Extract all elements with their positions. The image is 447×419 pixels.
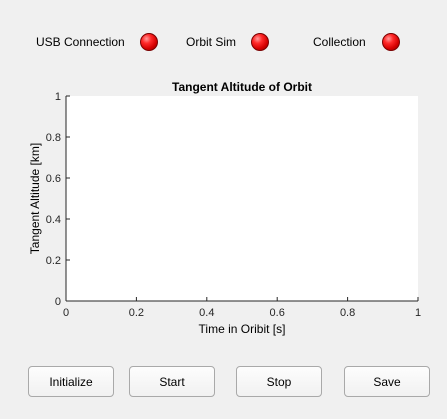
orbit-sim-label: Orbit Sim [186,35,236,49]
x-tick-label: 0.4 [199,307,214,319]
orbit-sim-lamp-icon [251,33,269,51]
x-tick-label: 0.6 [270,307,285,319]
start-button[interactable]: Start [129,366,215,397]
x-tick-label: 0.8 [340,307,355,319]
usb-connection-label: USB Connection [36,35,125,49]
collection-label: Collection [313,35,366,49]
y-tick-label: 0.8 [46,132,61,144]
x-tick-label: 0.2 [129,307,144,319]
tangent-altitude-chart: Tangent Altitude of Orbit 0 0.2 0.4 0.6 0.8 1… [0,75,447,345]
usb-connection-lamp-icon [140,33,158,51]
y-tick-label: 0.2 [46,255,61,267]
save-button[interactable]: Save [344,366,430,397]
plot-area [66,96,418,301]
x-axis-label: Time in Oribit [s] [199,322,286,336]
chart-title: Tangent Altitude of Orbit [172,80,312,94]
status-indicators: USB Connection Orbit Sim Collection [0,0,447,80]
stop-button[interactable]: Stop [236,366,322,397]
y-axis-label: Tangent Altitude [km] [28,143,42,254]
initialize-button[interactable]: Initialize [28,366,114,397]
y-tick-label: 0 [55,296,61,308]
y-tick-label: 0.4 [46,214,61,226]
collection-lamp-icon [382,33,400,51]
x-tick-label: 0 [63,307,69,319]
y-tick-label: 0.6 [46,173,61,185]
x-tick-label: 1 [415,307,421,319]
y-tick-label: 1 [55,91,61,103]
